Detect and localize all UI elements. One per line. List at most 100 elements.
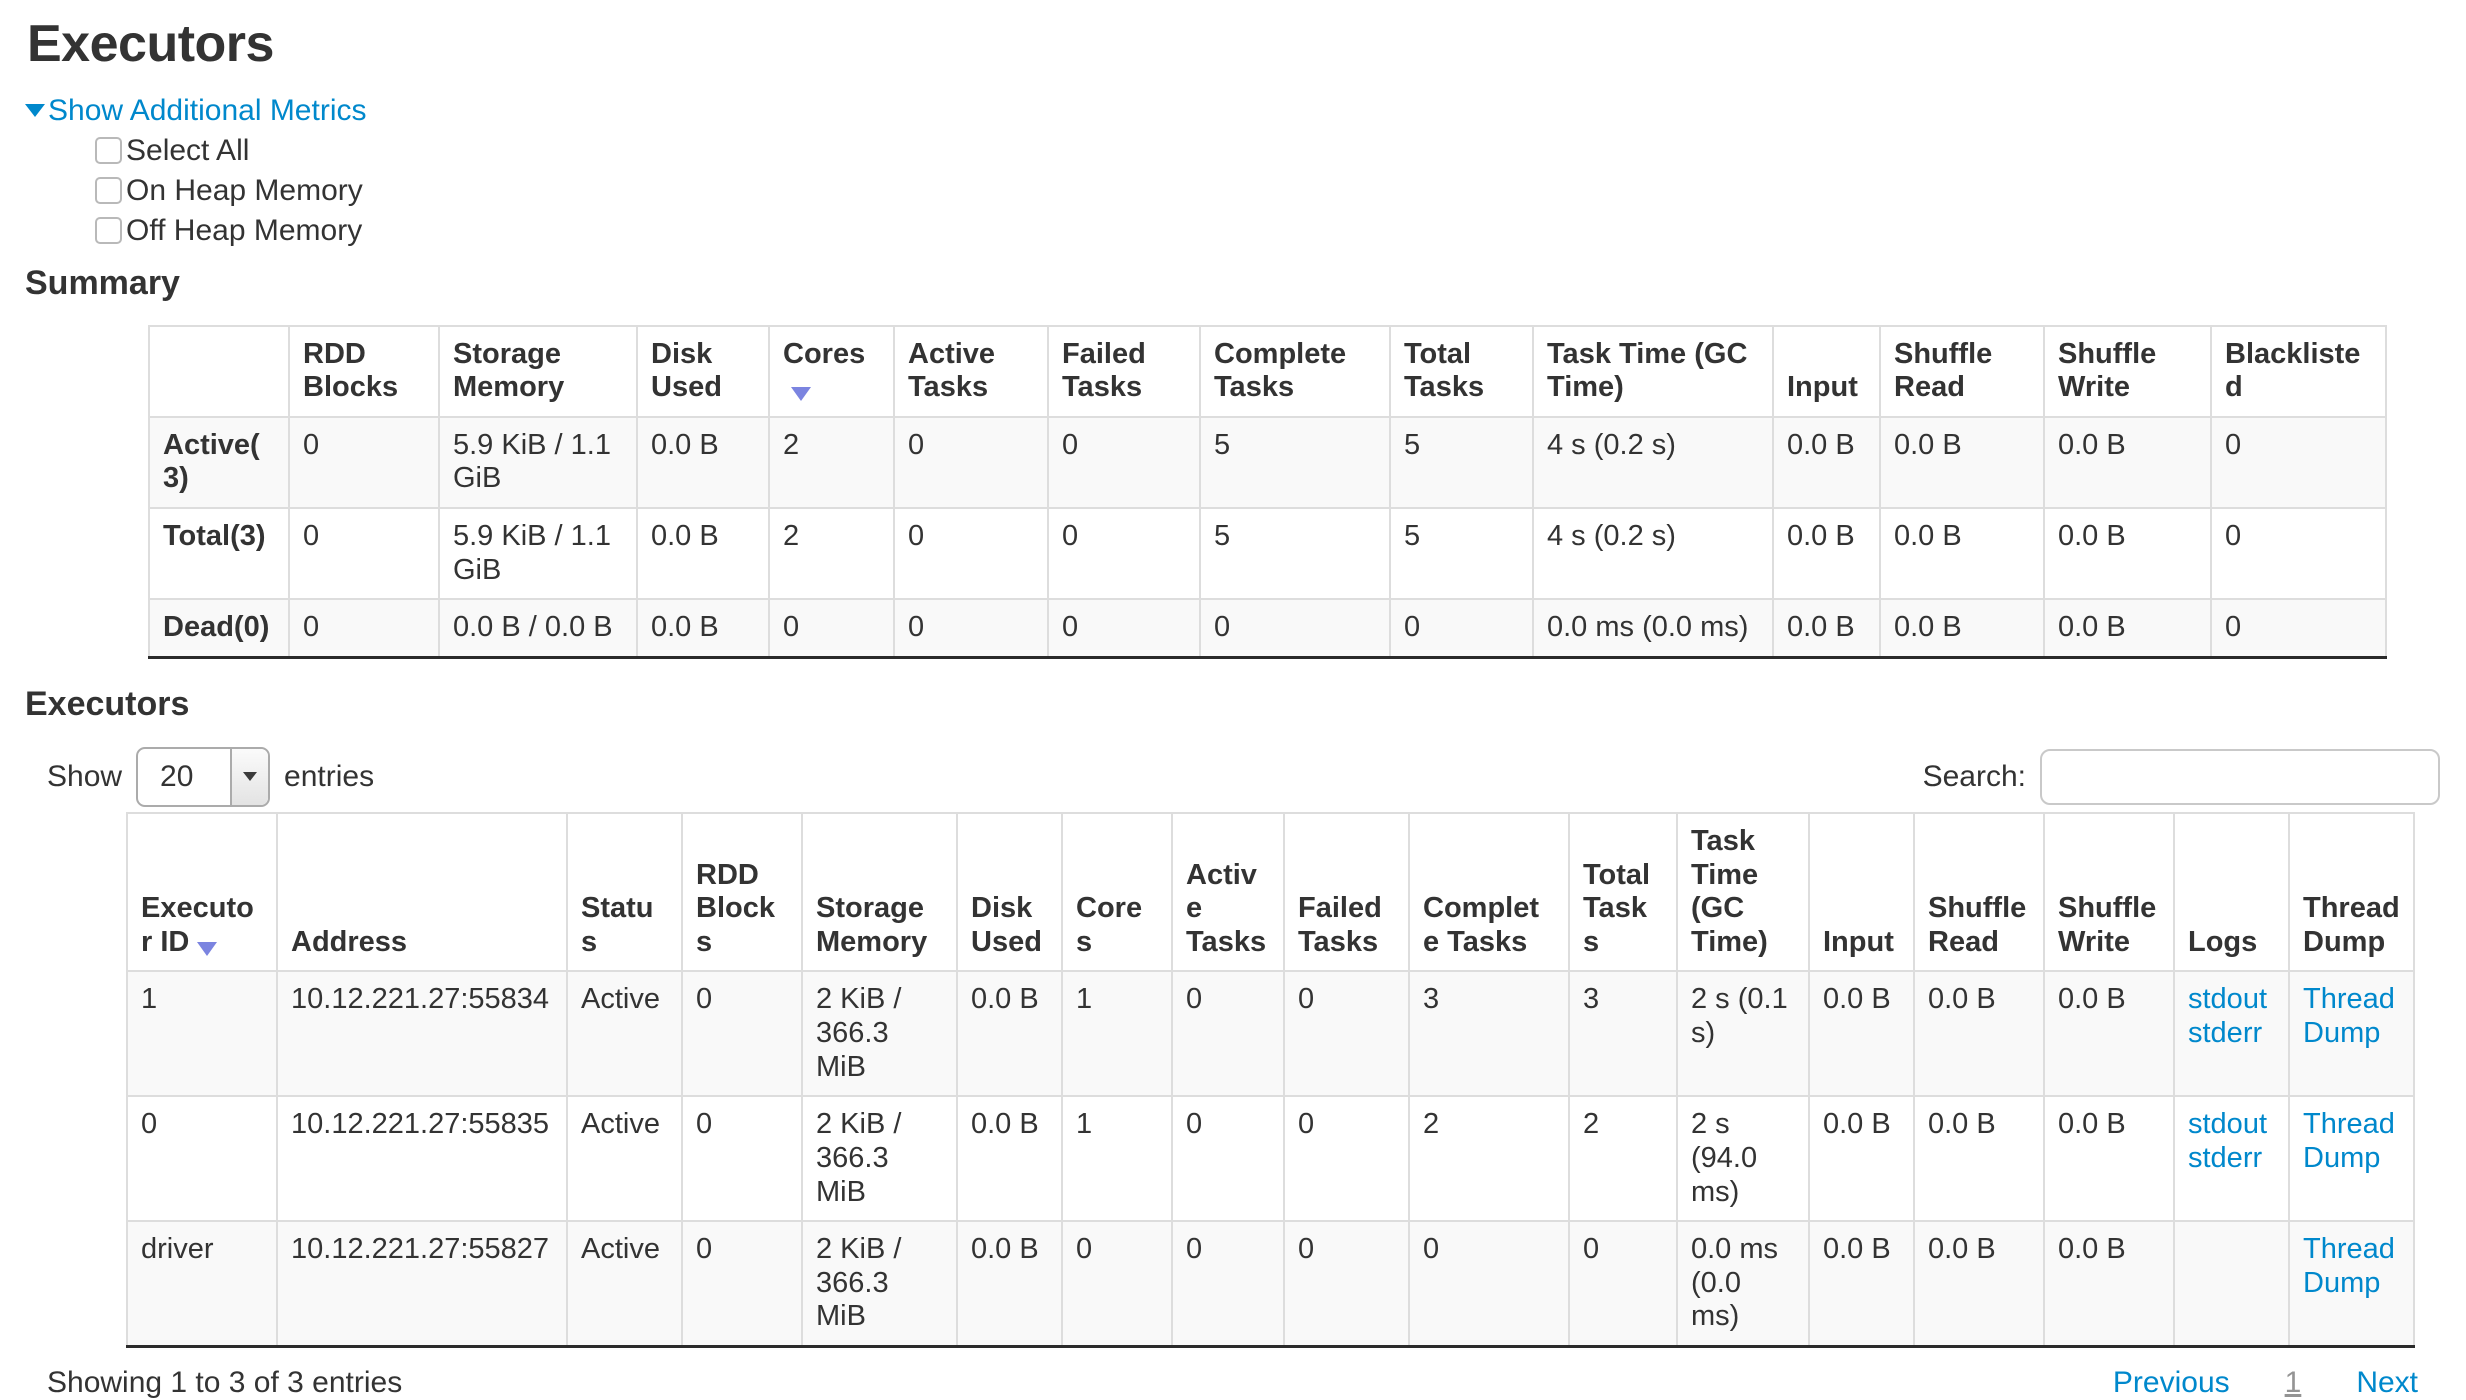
summary-cell: 0.0 B: [636, 415, 770, 510]
metric-option-select-all[interactable]: Select All: [95, 134, 2466, 168]
thread-dump-link[interactable]: Thread Dump: [2303, 1233, 2395, 1299]
stderr-log-link[interactable]: stderr: [2188, 1017, 2263, 1049]
thread-dump-cell: Thread Dump: [2288, 970, 2415, 1098]
summary-cell: 5.9 KiB / 1.1 GiB: [438, 415, 638, 510]
executor-cell: 2 s (0.1 s): [1676, 970, 1810, 1098]
summary-column-label: Disk Used: [651, 337, 722, 404]
summary-column-header[interactable]: Blacklisted: [2210, 324, 2387, 418]
checkbox-label: On Heap Memory: [126, 173, 363, 207]
summary-column-header[interactable]: Cores: [768, 324, 895, 418]
summary-column-label: Storage Memory: [453, 337, 565, 404]
summary-cell: 0.0 B: [2043, 506, 2212, 601]
executors-column-header[interactable]: Executor ID: [126, 811, 278, 973]
summary-cell: 0: [1389, 598, 1534, 659]
executor-cell: 0.0 B: [956, 1095, 1063, 1223]
executors-column-header[interactable]: Failed Tasks: [1283, 811, 1410, 973]
summary-column-header[interactable]: Shuffle Write: [2043, 324, 2212, 418]
executor-cell: 1: [1061, 1095, 1173, 1223]
summary-cell: 0: [288, 415, 440, 510]
previous-page-button[interactable]: Previous: [2112, 1366, 2230, 1399]
checkbox-off-heap[interactable]: [95, 217, 122, 244]
executor-cell: 0.0 B: [2043, 1220, 2175, 1348]
summary-cell: 0: [1047, 598, 1201, 659]
executors-column-header[interactable]: Complete Tasks: [1408, 811, 1570, 973]
executors-header-row: Executor ID Address Status RDD Blocks Storag…: [126, 811, 2415, 973]
executors-column-header[interactable]: Shuffle Write: [2043, 811, 2175, 973]
summary-column-label: Blacklisted: [2225, 337, 2361, 404]
executors-column-label: Shuffle Read: [1928, 892, 2027, 958]
summary-column-header[interactable]: Shuffle Read: [1879, 324, 2045, 418]
summary-cell: 2: [768, 506, 895, 601]
summary-cell: 0.0 B: [1879, 598, 2045, 659]
checkbox-on-heap[interactable]: [95, 177, 122, 204]
executors-column-header[interactable]: Active Tasks: [1171, 811, 1285, 973]
executor-cell: 3: [1568, 970, 1678, 1098]
triangle-open-icon: [25, 104, 45, 117]
select-dropdown-button[interactable]: [230, 748, 269, 805]
executors-column-header[interactable]: Input: [1808, 811, 1915, 973]
executors-column-header[interactable]: Task Time (GC Time): [1676, 811, 1810, 973]
summary-column-header[interactable]: Total Tasks: [1389, 324, 1534, 418]
executors-column-header[interactable]: Thread Dump: [2288, 811, 2415, 973]
executor-cell: 0.0 B: [956, 970, 1063, 1098]
executors-column-label: Storage Memory: [816, 892, 928, 958]
executors-column-header[interactable]: Logs: [2173, 811, 2290, 973]
executors-column-header[interactable]: Total Tasks: [1568, 811, 1678, 973]
summary-column-header[interactable]: Complete Tasks: [1199, 324, 1391, 418]
executors-column-header[interactable]: RDD Blocks: [681, 811, 803, 973]
thread-dump-cell: Thread Dump: [2288, 1220, 2415, 1348]
summary-column-label: Cores: [783, 337, 866, 370]
executors-column-header[interactable]: Address: [276, 811, 568, 973]
executors-column-header[interactable]: Disk Used: [956, 811, 1063, 973]
show-additional-metrics-toggle[interactable]: Show Additional Metrics: [25, 94, 367, 128]
thread-dump-link[interactable]: Thread Dump: [2303, 983, 2395, 1049]
summary-cell: 0.0 B: [2043, 415, 2212, 510]
executors-column-header[interactable]: Storage Memory: [801, 811, 958, 973]
executors-heading: Executors: [25, 684, 190, 723]
summary-column-header[interactable]: [148, 324, 290, 418]
stdout-log-link[interactable]: stdout: [2188, 983, 2267, 1016]
summary-column-header[interactable]: Disk Used: [636, 324, 770, 418]
chevron-down-icon: [243, 772, 258, 782]
page-number-1[interactable]: 1: [2284, 1366, 2302, 1399]
summary-column-header[interactable]: Active Tasks: [893, 324, 1049, 418]
summary-column-header[interactable]: Input: [1772, 324, 1881, 418]
summary-column-header[interactable]: Failed Tasks: [1047, 324, 1201, 418]
summary-cell: 0: [893, 506, 1049, 601]
executor-cell: 2: [1408, 1095, 1570, 1223]
executors-column-header[interactable]: Status: [566, 811, 683, 973]
executors-column-header[interactable]: Cores: [1061, 811, 1173, 973]
executor-cell: 1: [126, 970, 278, 1098]
search-control: Search:: [1923, 748, 2440, 805]
entries-label: entries: [284, 759, 375, 793]
pagination: Previous 1 Next: [2113, 1366, 2418, 1400]
executors-column-label: Total Tasks: [1583, 858, 1651, 958]
metric-option-on-heap[interactable]: On Heap Memory: [95, 174, 2466, 208]
summary-column-header[interactable]: RDD Blocks: [288, 324, 440, 418]
summary-cell: 4 s (0.2 s): [1532, 506, 1774, 601]
executor-cell: 0.0 B: [1913, 1095, 2045, 1223]
checkbox-select-all[interactable]: [95, 137, 122, 164]
summary-column-header[interactable]: Storage Memory: [438, 324, 638, 418]
executors-column-label: Active Tasks: [1186, 858, 1267, 958]
summary-cell: 0: [893, 598, 1049, 659]
stdout-log-link[interactable]: stdout: [2188, 1108, 2267, 1141]
stderr-log-link[interactable]: stderr: [2188, 1141, 2263, 1174]
thread-dump-link[interactable]: Thread Dump: [2303, 1108, 2395, 1174]
executor-cell: 0.0 B: [1808, 970, 1915, 1098]
page-size-select[interactable]: 20: [136, 746, 271, 807]
search-input[interactable]: [2040, 748, 2440, 805]
executors-column-label: Thread Dump: [2303, 892, 2400, 958]
next-page-button[interactable]: Next: [2356, 1366, 2418, 1399]
metric-option-off-heap[interactable]: Off Heap Memory: [95, 214, 2466, 248]
executor-cell: 1: [1061, 970, 1173, 1098]
summary-cell: 0.0 ms (0.0 ms): [1532, 598, 1774, 659]
executors-column-header[interactable]: Shuffle Read: [1913, 811, 2045, 973]
summary-column-label: Complete Tasks: [1214, 337, 1347, 404]
summary-column-label: Total Tasks: [1404, 337, 1485, 404]
executor-cell: Active: [566, 1095, 683, 1223]
summary-column-header[interactable]: Task Time (GC Time): [1532, 324, 1774, 418]
summary-cell: 0.0 B: [636, 506, 770, 601]
